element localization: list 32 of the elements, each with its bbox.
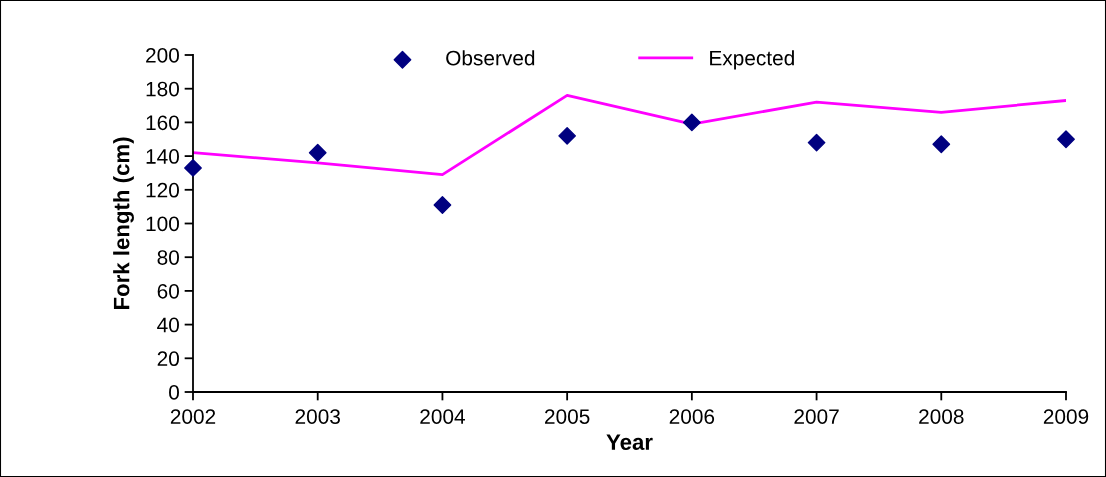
legend-label: Observed <box>446 50 535 66</box>
y-tick-label: 0 <box>169 385 179 400</box>
line-series <box>193 94 1066 177</box>
point <box>807 133 826 152</box>
y-tick-label: 180 <box>146 81 179 97</box>
y-tick-label: 100 <box>146 216 179 232</box>
x-tick-label: 2005 <box>545 409 590 424</box>
x-tick-label: 2004 <box>420 409 465 424</box>
x-tick-label: 2003 <box>295 409 340 424</box>
y-tick-label: 160 <box>146 115 179 131</box>
point <box>433 196 452 214</box>
y-tick-label: 40 <box>157 317 179 333</box>
y-tick-label: 80 <box>157 250 179 265</box>
point <box>682 113 701 132</box>
x-tick-label: 2009 <box>1043 409 1089 424</box>
y-tick-label: 20 <box>157 351 179 367</box>
x-tick-label: 2002 <box>170 409 216 424</box>
point <box>308 143 327 162</box>
legend-label: Expected <box>710 50 794 70</box>
y-tick-label: 60 <box>157 283 179 299</box>
x-tick-label: 2008 <box>919 409 964 424</box>
point <box>1057 130 1075 149</box>
point <box>558 126 577 145</box>
y-axis-title: Fork length (cm) <box>113 137 134 310</box>
y-tick-label: 140 <box>146 149 179 164</box>
x-tick-label: 2006 <box>669 409 715 424</box>
x-axis-title: Year <box>606 434 653 450</box>
point <box>184 158 202 177</box>
x-tick-label: 2007 <box>794 409 839 424</box>
point <box>932 135 951 154</box>
y-tick-label: 200 <box>146 48 179 63</box>
y-tick-label: 120 <box>146 182 179 198</box>
